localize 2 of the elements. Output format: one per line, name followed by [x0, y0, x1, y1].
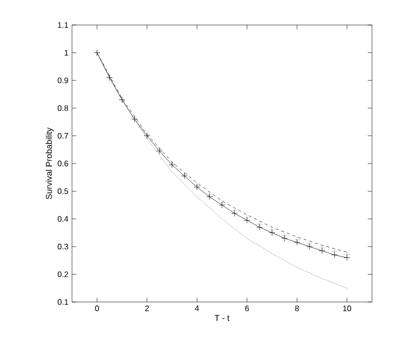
y-axis-title: Survival Probability: [46, 128, 54, 200]
x-axis-title: T - t: [214, 315, 230, 321]
